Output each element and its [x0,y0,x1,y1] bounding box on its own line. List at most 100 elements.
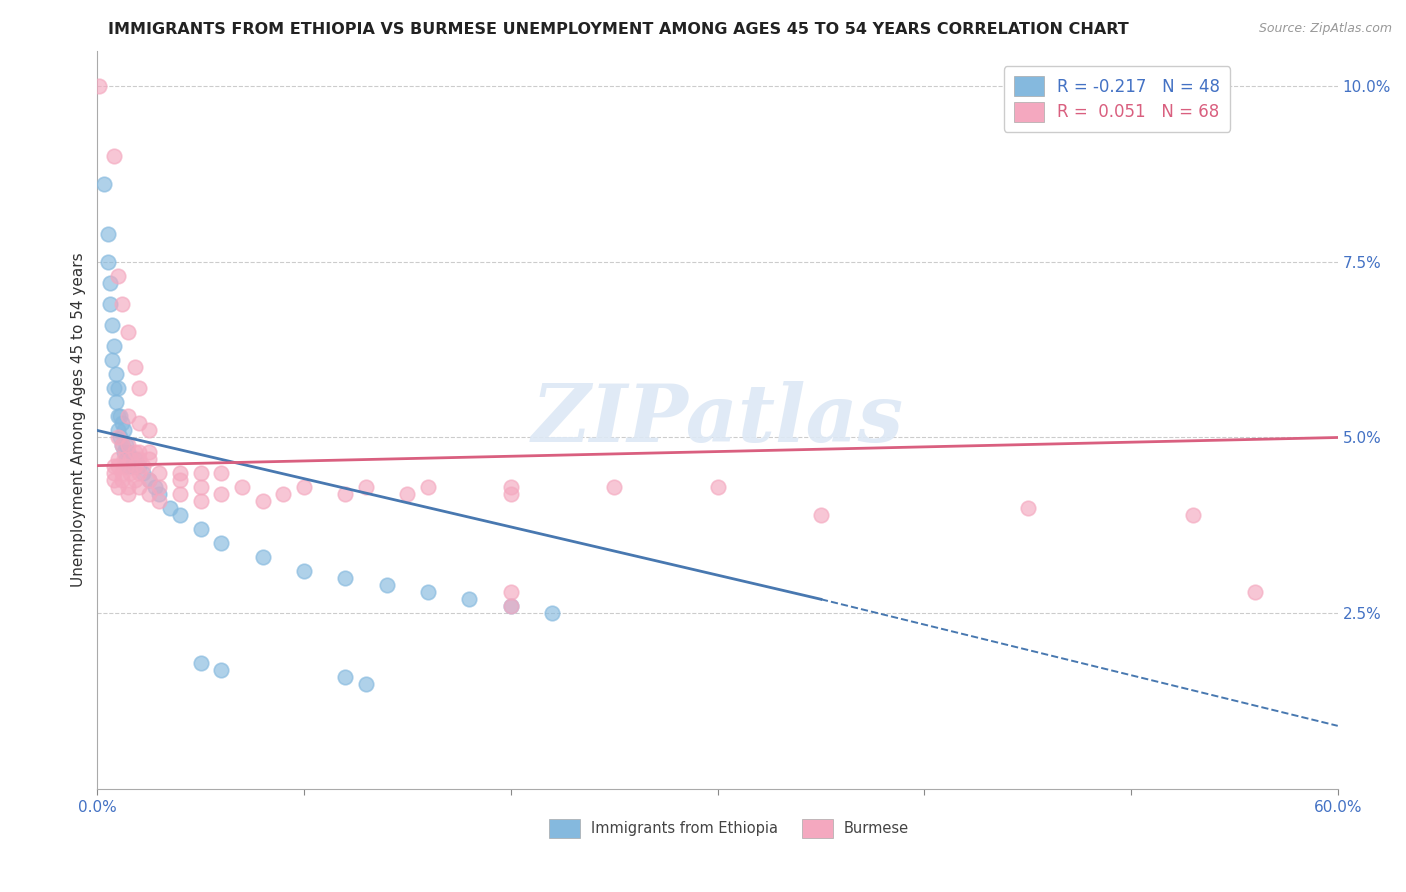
Point [89,78,111,93]
Point [810,508,832,522]
Point [375,578,398,592]
Point [117,444,139,458]
Point [117,409,139,424]
Point [190,466,212,480]
Point [418,480,440,494]
Point [103,339,125,353]
Point [103,473,125,487]
Point [190,493,212,508]
Point [148,493,170,508]
Point [120,451,142,466]
Point [499,599,522,614]
Point [103,381,125,395]
Point [107,381,129,395]
Point [396,487,419,501]
Point [98,297,121,311]
Point [117,437,139,451]
Point [117,325,139,339]
Point [111,417,134,431]
Y-axis label: Unemployment Among Ages 45 to 54 years: Unemployment Among Ages 45 to 54 years [72,252,86,587]
Point [111,473,134,487]
Text: ZIPatlas: ZIPatlas [531,381,904,458]
Point [121,458,143,473]
Point [138,473,160,487]
Point [1017,500,1039,515]
Point [190,522,212,536]
Point [418,585,440,599]
Text: Immigrants from Ethiopia: Immigrants from Ethiopia [591,821,778,836]
Point [209,536,232,550]
Point [128,451,150,466]
Point [108,409,131,424]
Point [190,656,212,670]
Point [354,676,377,690]
Text: Source: ZipAtlas.com: Source: ZipAtlas.com [1258,22,1392,36]
Point [117,480,139,494]
Point [603,480,626,494]
Point [252,493,274,508]
Point [111,466,134,480]
Point [120,451,142,466]
Point [138,424,160,438]
Point [103,466,125,480]
Point [148,466,170,480]
Point [128,480,150,494]
Point [190,480,212,494]
Point [124,458,146,473]
Point [104,395,127,409]
Point [115,437,138,451]
Point [112,444,135,458]
Point [292,480,315,494]
Point [107,424,129,438]
Point [128,466,150,480]
Point [132,458,155,473]
Point [252,550,274,565]
Text: IMMIGRANTS FROM ETHIOPIA VS BURMESE UNEMPLOYMENT AMONG AGES 45 TO 54 YEARS CORRE: IMMIGRANTS FROM ETHIOPIA VS BURMESE UNEM… [108,22,1129,37]
Point [128,417,150,431]
Point [124,451,146,466]
Point [107,480,129,494]
Point [143,480,166,494]
Point [101,318,124,332]
Point [138,487,160,501]
Point [103,458,125,473]
Point [111,297,134,311]
Point [112,424,135,438]
Point [111,437,134,451]
Point [231,480,253,494]
Point [499,487,522,501]
Point [209,466,232,480]
Point [128,458,150,473]
Point [458,592,481,607]
Point [97,254,120,268]
Point [108,430,131,444]
Point [103,149,125,163]
Point [335,487,357,501]
Point [499,480,522,494]
Point [1244,585,1267,599]
Point [706,480,728,494]
Point [107,268,129,283]
Point [115,458,138,473]
Point [499,585,522,599]
Point [120,466,142,480]
Point [138,451,160,466]
Point [107,430,129,444]
Point [132,466,155,480]
Point [128,381,150,395]
Point [354,480,377,494]
Point [117,458,139,473]
Point [209,487,232,501]
Point [98,276,121,290]
Point [128,444,150,458]
Text: Burmese: Burmese [844,821,910,836]
Point [541,607,564,621]
Point [209,663,232,677]
Point [335,571,357,585]
Point [335,670,357,684]
Point [107,451,129,466]
Point [273,487,295,501]
Point [107,409,129,424]
Point [97,227,120,241]
Point [169,473,191,487]
